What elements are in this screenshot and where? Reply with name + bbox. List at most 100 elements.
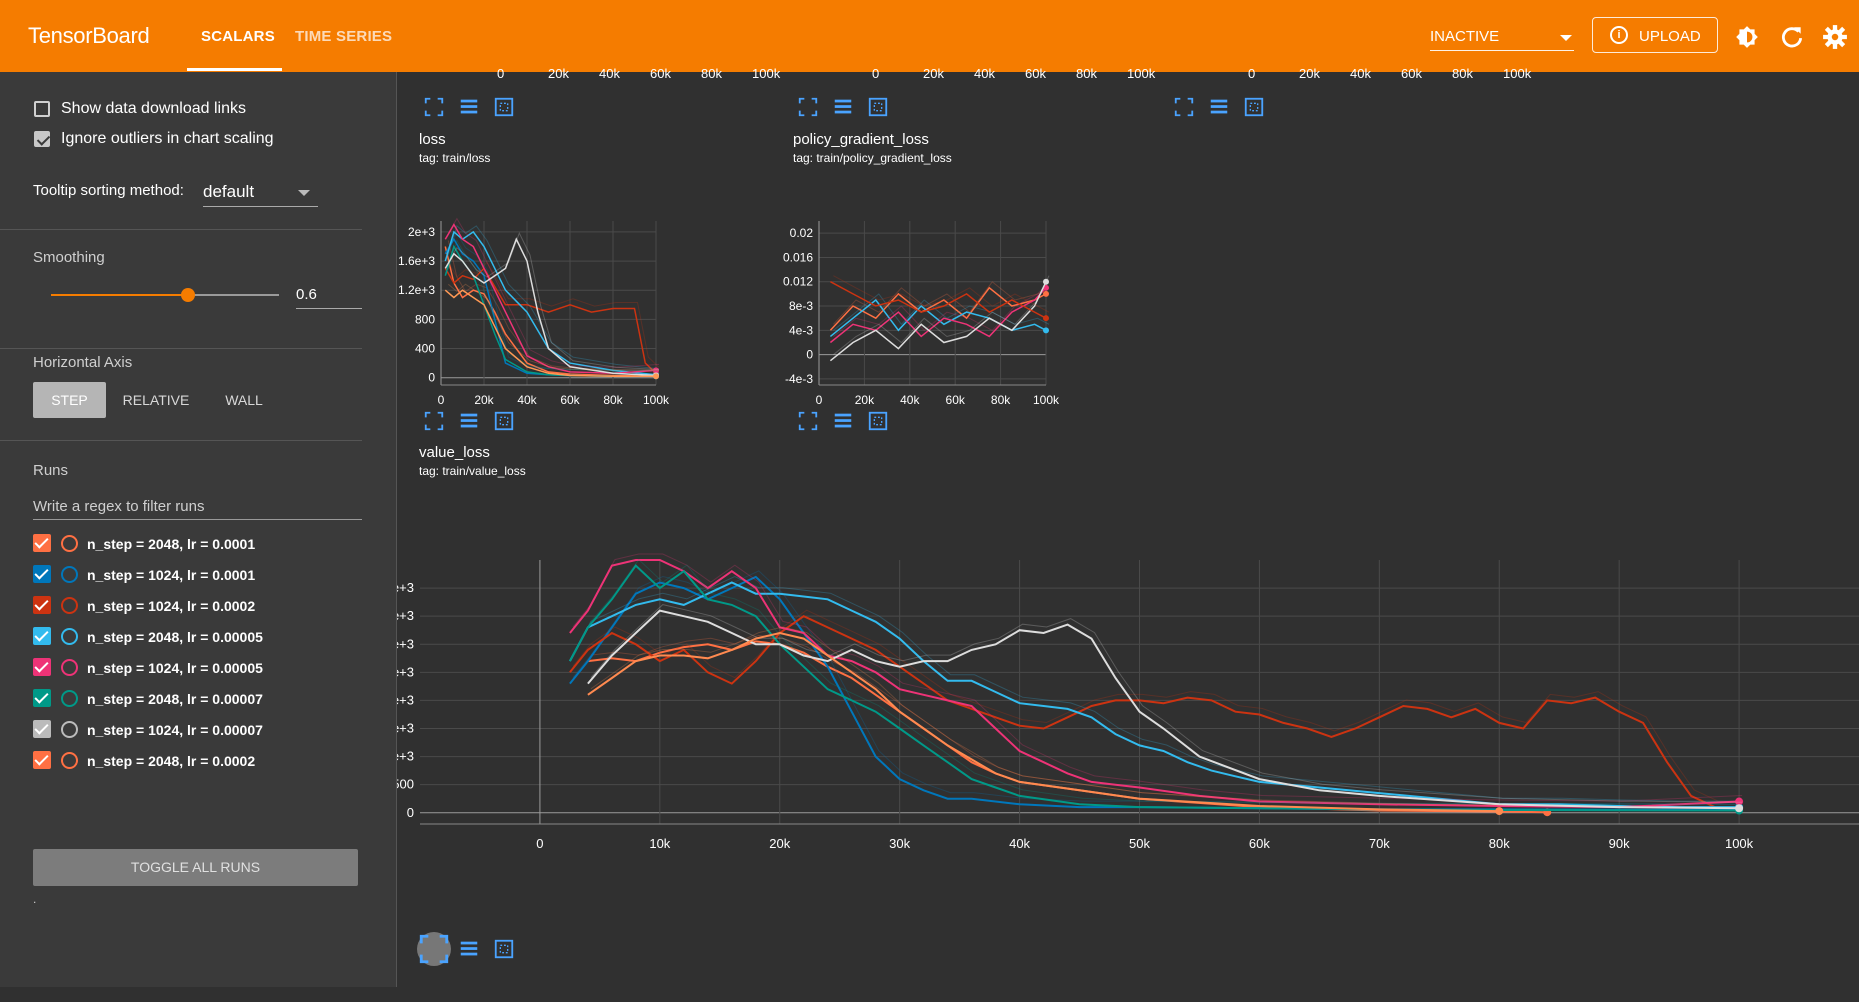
run-item[interactable]: n_step = 1024, lr = 0.0002 <box>33 593 363 619</box>
runs-filter-input[interactable]: Write a regex to filter runs <box>33 492 362 520</box>
x-tick-label: 40k <box>900 393 920 407</box>
series-end-point <box>1043 315 1049 322</box>
toggle-log-scale-icon[interactable] <box>832 410 854 432</box>
run-color-circle-icon[interactable] <box>61 566 78 583</box>
run-checkbox[interactable] <box>33 720 51 738</box>
series-raw-line <box>572 609 1743 803</box>
fit-domain-icon[interactable] <box>493 96 515 118</box>
x-tick-label: 100k <box>1725 836 1754 851</box>
series-line <box>829 287 1047 344</box>
run-checkbox[interactable] <box>33 689 51 707</box>
toggle-log-scale-icon[interactable] <box>458 938 480 960</box>
refresh-icon[interactable] <box>1779 24 1805 50</box>
series-raw-line <box>590 626 1503 806</box>
series-line <box>587 609 1740 810</box>
run-checkbox[interactable] <box>33 596 51 614</box>
x-tick-label: 20k <box>855 393 875 407</box>
series-line <box>569 564 1740 812</box>
run-checkbox[interactable] <box>33 534 51 552</box>
series-line <box>444 289 656 378</box>
series-raw-line <box>447 217 660 368</box>
fullscreen-icon[interactable] <box>423 96 445 118</box>
smoothing-value-input[interactable]: 0.6 <box>296 280 362 309</box>
run-color-circle-icon[interactable] <box>61 659 78 676</box>
run-item[interactable]: n_step = 2048, lr = 0.00005 <box>33 624 363 650</box>
run-item[interactable]: n_step = 2048, lr = 0.0002 <box>33 748 363 774</box>
fit-domain-icon[interactable] <box>493 938 515 960</box>
y-tick-label: -4e-3 <box>785 372 813 386</box>
settings-gear-icon[interactable] <box>1822 24 1848 50</box>
toggle-log-scale-icon[interactable] <box>458 96 480 118</box>
fullscreen-icon[interactable] <box>797 410 819 432</box>
y-tick-label: 2e+3 <box>408 225 435 239</box>
value-loss-chart[interactable]: 0 500 1e+3 1.5e+3 2e+3 2.5e+3 3e+3 3.5e+3 4e+3 0 1… <box>397 482 1859 1002</box>
series-line <box>830 281 1047 319</box>
axis-step-button[interactable]: STEP <box>33 382 106 418</box>
run-item[interactable]: n_step = 2048, lr = 0.0001 <box>33 531 363 557</box>
run-color-circle-icon[interactable] <box>61 535 78 552</box>
ignore-outliers-label: Ignore outliers in chart scaling <box>61 130 274 147</box>
smoothing-slider-handle[interactable] <box>181 288 195 302</box>
fit-domain-icon[interactable] <box>1243 96 1265 118</box>
series-end-point <box>1043 278 1049 285</box>
loss-chart-tag: tag: train/loss <box>419 151 491 165</box>
run-color-circle-icon[interactable] <box>61 752 78 769</box>
fullscreen-icon[interactable] <box>423 410 445 432</box>
series-line <box>587 631 1500 813</box>
y-tick-label: 4e+3 <box>397 580 414 595</box>
run-color-circle-icon[interactable] <box>61 628 78 645</box>
run-checkbox[interactable] <box>33 658 51 676</box>
tooltip-sorting-label: Tooltip sorting method: <box>33 182 184 199</box>
y-tick-label: 800 <box>415 312 435 326</box>
tooltip-sorting-select[interactable]: default <box>203 180 318 207</box>
series-raw-line <box>590 604 1743 803</box>
run-checkbox[interactable] <box>33 627 51 645</box>
tab-time-series[interactable]: TIME SERIES <box>295 28 393 45</box>
toggle-all-runs-button[interactable]: TOGGLE ALL RUNS <box>33 849 358 886</box>
upload-button[interactable]: i UPLOAD <box>1592 17 1718 53</box>
run-label: n_step = 1024, lr = 0.00005 <box>87 660 263 676</box>
run-color-circle-icon[interactable] <box>61 597 78 614</box>
loss-chart[interactable]: 0 400 800 1.2e+3 1.6e+3 2e+3 0 20k 40k 60k 80k 100k <box>397 172 787 412</box>
axis-wall-button[interactable]: WALL <box>225 392 263 408</box>
series-raw-line <box>447 283 659 371</box>
ignore-outliers-checkbox[interactable] <box>34 131 50 147</box>
series-raw-line <box>447 232 659 371</box>
pg-chart-tag: tag: train/policy_gradient_loss <box>793 151 952 165</box>
series-raw-line <box>572 558 1743 805</box>
smoothing-heading: Smoothing <box>33 249 105 266</box>
fullscreen-icon[interactable] <box>417 932 451 966</box>
run-checkbox[interactable] <box>33 751 51 769</box>
run-item[interactable]: n_step = 1024, lr = 0.00005 <box>33 655 363 681</box>
show-download-links-checkbox[interactable] <box>34 101 50 117</box>
x-tick-label: 20k <box>769 836 790 851</box>
run-checkbox[interactable] <box>33 565 51 583</box>
fit-domain-icon[interactable] <box>493 410 515 432</box>
x-tick-label: 40k <box>599 66 620 81</box>
fullscreen-icon[interactable] <box>797 96 819 118</box>
theme-toggle-icon[interactable] <box>1734 24 1760 50</box>
x-tick-label: 60k <box>650 66 671 81</box>
plugin-select-dropdown[interactable]: INACTIVE <box>1430 20 1574 51</box>
toggle-log-scale-icon[interactable] <box>458 410 480 432</box>
series-line <box>444 223 657 375</box>
loss-chart-title: loss <box>419 131 446 148</box>
toggle-log-scale-icon[interactable] <box>1208 96 1230 118</box>
run-item[interactable]: n_step = 1024, lr = 0.0001 <box>33 562 363 588</box>
x-tick-label: 0 <box>497 66 505 81</box>
fit-domain-icon[interactable] <box>867 96 889 118</box>
fit-domain-icon[interactable] <box>867 410 889 432</box>
run-item[interactable]: n_step = 2048, lr = 0.00007 <box>33 686 363 712</box>
run-color-circle-icon[interactable] <box>61 721 78 738</box>
x-tick-label: 80k <box>991 393 1011 407</box>
fullscreen-icon[interactable] <box>1173 96 1195 118</box>
tab-scalars[interactable]: SCALARS <box>201 28 275 45</box>
y-tick-label: 0.02 <box>790 226 814 240</box>
series-end-point <box>1495 807 1504 816</box>
run-item[interactable]: n_step = 1024, lr = 0.00007 <box>33 717 363 743</box>
toggle-log-scale-icon[interactable] <box>832 96 854 118</box>
series-end-point <box>1735 804 1744 813</box>
run-color-circle-icon[interactable] <box>61 690 78 707</box>
axis-relative-button[interactable]: RELATIVE <box>122 392 190 408</box>
